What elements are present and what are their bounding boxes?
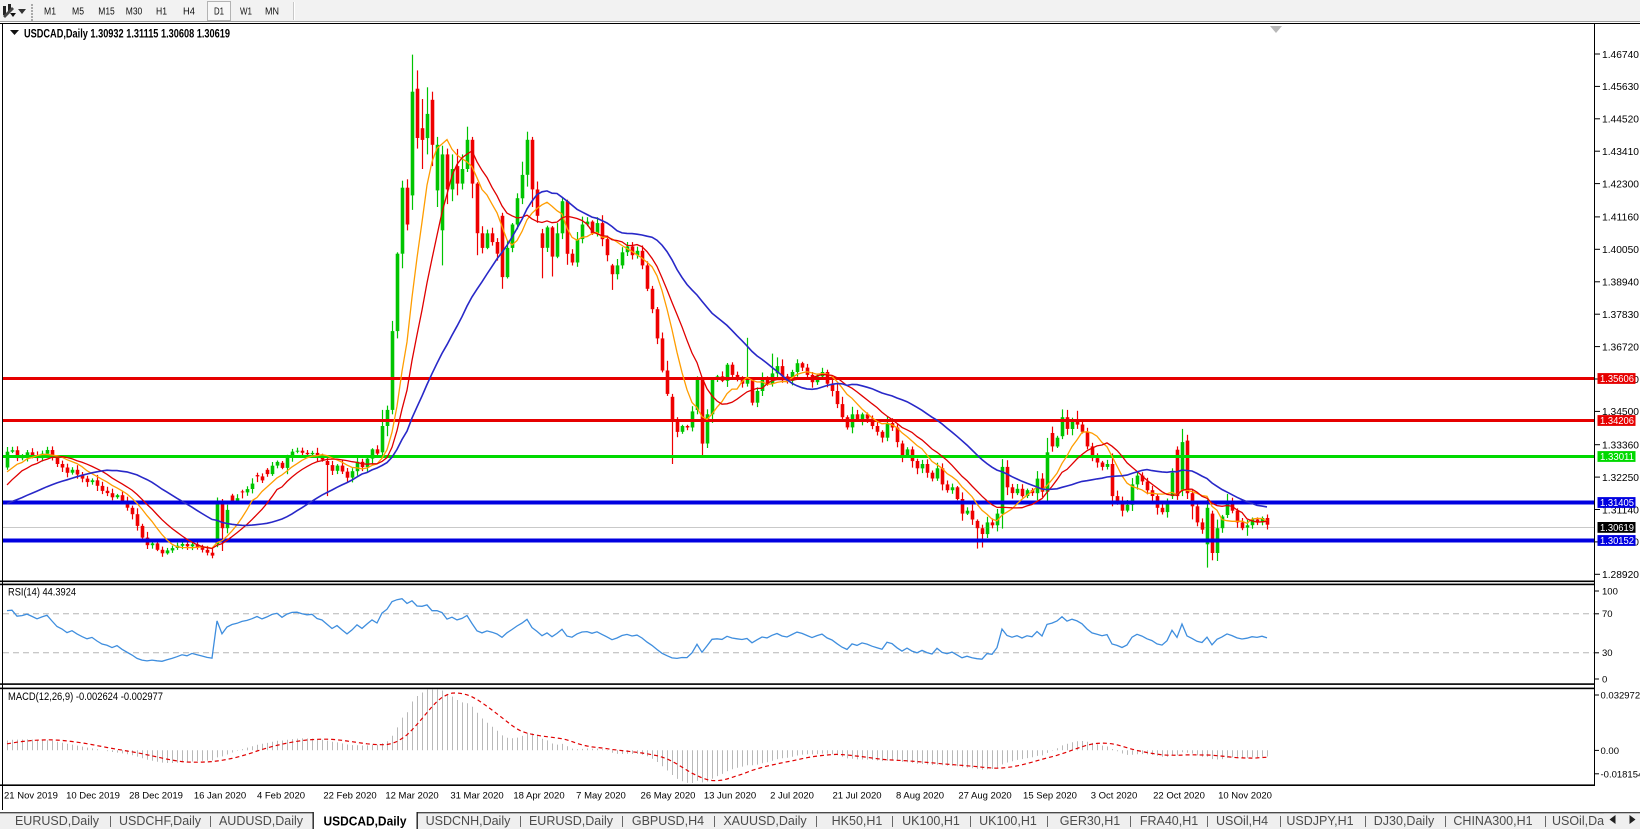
svg-text:H4: H4	[183, 7, 195, 18]
svg-text:UK100,H1: UK100,H1	[902, 814, 960, 828]
svg-text:USDCAD,Daily: USDCAD,Daily	[324, 815, 407, 829]
svg-text:AUDUSD,Daily: AUDUSD,Daily	[219, 814, 304, 828]
svg-text:18 Apr 2020: 18 Apr 2020	[513, 791, 564, 802]
svg-text:21 Jul 2020: 21 Jul 2020	[832, 791, 881, 802]
svg-text:100: 100	[1602, 587, 1618, 598]
svg-text:0.032972: 0.032972	[1601, 691, 1640, 702]
svg-text:H1: H1	[156, 7, 167, 18]
svg-text:1.34206: 1.34206	[1600, 416, 1634, 427]
svg-text:USDCAD,Daily 1.30932 1.31115: USDCAD,Daily 1.30932 1.31115 1.30608 1.3…	[24, 29, 230, 41]
svg-text:XAUUSD,Daily: XAUUSD,Daily	[723, 814, 807, 828]
svg-text:M30: M30	[126, 7, 143, 18]
svg-text:1.46740: 1.46740	[1602, 49, 1639, 61]
svg-text:M15: M15	[98, 7, 115, 18]
svg-text:0: 0	[1602, 675, 1607, 686]
svg-text:1.45630: 1.45630	[1602, 81, 1639, 93]
svg-text:EURUSD,Daily: EURUSD,Daily	[529, 814, 614, 828]
svg-text:1.40050: 1.40050	[1602, 244, 1639, 256]
svg-text:28 Dec 2019: 28 Dec 2019	[129, 791, 183, 802]
svg-text:1.37830: 1.37830	[1602, 309, 1639, 321]
svg-text:MACD(12,26,9) -0.002624 -0.002: MACD(12,26,9) -0.002624 -0.002977	[8, 691, 163, 703]
svg-text:USOil,H4: USOil,H4	[1216, 814, 1268, 828]
svg-text:12 Mar 2020: 12 Mar 2020	[385, 791, 438, 802]
svg-text:1.30152: 1.30152	[1600, 536, 1634, 547]
svg-text:3 Oct 2020: 3 Oct 2020	[1091, 791, 1137, 802]
svg-text:CHINA300,H1: CHINA300,H1	[1453, 814, 1532, 828]
svg-text:DJ30,Daily: DJ30,Daily	[1374, 814, 1435, 828]
svg-text:USDCHF,Daily: USDCHF,Daily	[119, 814, 202, 828]
svg-text:GER30,H1: GER30,H1	[1060, 814, 1120, 828]
svg-text:1.30619: 1.30619	[1600, 523, 1634, 534]
svg-text:4 Feb 2020: 4 Feb 2020	[257, 791, 305, 802]
svg-text:GBPUSD,H4: GBPUSD,H4	[632, 814, 704, 828]
svg-text:22 Feb 2020: 22 Feb 2020	[323, 791, 376, 802]
svg-text:EURUSD,Daily: EURUSD,Daily	[15, 814, 100, 828]
svg-text:1.36720: 1.36720	[1602, 341, 1639, 353]
svg-text:HK50,H1: HK50,H1	[832, 814, 883, 828]
svg-text:31 Mar 2020: 31 Mar 2020	[450, 791, 503, 802]
svg-text:1.31405: 1.31405	[1600, 498, 1634, 509]
svg-text:MN: MN	[265, 7, 279, 18]
svg-text:1.33011: 1.33011	[1600, 452, 1634, 463]
svg-text:1.42300: 1.42300	[1602, 178, 1639, 190]
svg-text:UK100,H1: UK100,H1	[979, 814, 1037, 828]
svg-text:1.38940: 1.38940	[1602, 277, 1639, 289]
svg-text:10 Nov 2020: 10 Nov 2020	[1218, 791, 1272, 802]
svg-text:M1: M1	[44, 7, 56, 18]
svg-text:13 Jun 2020: 13 Jun 2020	[704, 791, 756, 802]
svg-text:7 May 2020: 7 May 2020	[576, 791, 626, 802]
svg-text:2 Jul 2020: 2 Jul 2020	[770, 791, 814, 802]
svg-text:-0.018154: -0.018154	[1601, 769, 1640, 780]
svg-text:0.00: 0.00	[1601, 746, 1620, 757]
svg-text:FRA40,H1: FRA40,H1	[1140, 814, 1198, 828]
svg-text:15 Sep 2020: 15 Sep 2020	[1023, 791, 1077, 802]
svg-text:10 Dec 2019: 10 Dec 2019	[66, 791, 120, 802]
svg-text:1.41160: 1.41160	[1602, 212, 1639, 224]
svg-text:22 Oct 2020: 22 Oct 2020	[1153, 791, 1205, 802]
svg-text:RSI(14) 44.3924: RSI(14) 44.3924	[8, 587, 76, 599]
svg-text:70: 70	[1602, 609, 1613, 620]
svg-text:USDCNH,Daily: USDCNH,Daily	[426, 814, 511, 828]
svg-text:16 Jan 2020: 16 Jan 2020	[194, 791, 246, 802]
svg-text:1.35606: 1.35606	[1600, 374, 1634, 385]
svg-text:W1: W1	[240, 7, 252, 18]
svg-text:1.33360: 1.33360	[1602, 440, 1639, 452]
svg-text:1.43410: 1.43410	[1602, 146, 1639, 158]
svg-text:USDJPY,H1: USDJPY,H1	[1286, 814, 1353, 828]
svg-text:1.28920: 1.28920	[1602, 569, 1639, 581]
svg-text:21 Nov 2019: 21 Nov 2019	[4, 791, 58, 802]
svg-text:26 May 2020: 26 May 2020	[641, 791, 696, 802]
svg-text:27 Aug 2020: 27 Aug 2020	[958, 791, 1011, 802]
svg-text:8 Aug 2020: 8 Aug 2020	[896, 791, 944, 802]
svg-text:USOil,Da: USOil,Da	[1552, 814, 1604, 828]
svg-text:1.44520: 1.44520	[1602, 114, 1639, 126]
svg-text:D1: D1	[214, 7, 224, 18]
svg-text:1.32250: 1.32250	[1602, 472, 1639, 484]
svg-text:30: 30	[1602, 648, 1613, 659]
svg-text:M5: M5	[72, 7, 84, 18]
